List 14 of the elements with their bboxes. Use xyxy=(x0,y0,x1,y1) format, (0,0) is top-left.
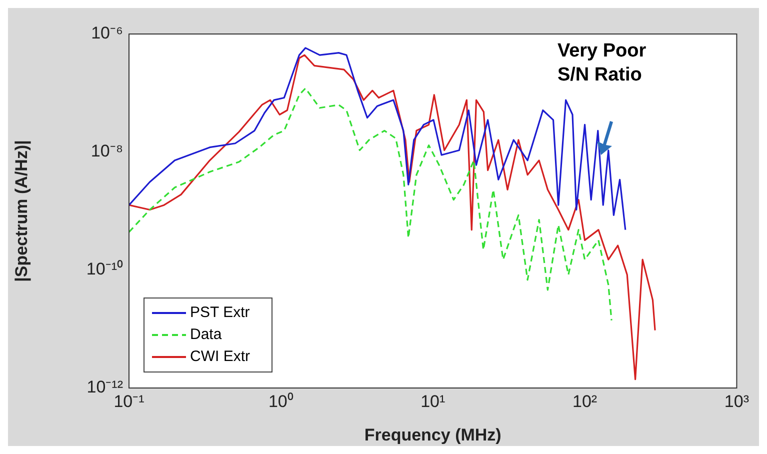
legend-label: CWI Extr xyxy=(190,348,250,366)
legend-label: PST Extr xyxy=(190,304,250,322)
x-tick-label: 10⁻¹ xyxy=(114,392,145,411)
y-tick-label: 10⁻⁶ xyxy=(91,24,123,43)
y-tick-label: 10⁻¹⁰ xyxy=(86,260,123,279)
legend-label: Data xyxy=(190,326,222,344)
x-tick-label: 10¹ xyxy=(420,392,446,411)
x-axis-title: Frequency (MHz) xyxy=(364,425,502,444)
x-tick-label: 10³ xyxy=(724,392,750,411)
y-tick-label: 10⁻⁸ xyxy=(90,142,123,161)
y-axis-title: |Spectrum (A/Hz)| xyxy=(12,140,31,282)
x-tick-label: 10⁰ xyxy=(268,392,294,411)
annotation: Very Poor S/N Ratio xyxy=(557,40,647,86)
x-tick-label: 10² xyxy=(572,392,598,411)
